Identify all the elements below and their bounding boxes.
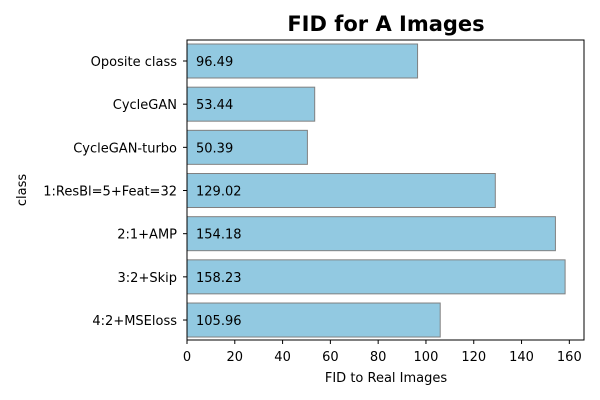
x-tick-label-140: 140: [509, 350, 534, 365]
y-tick-label-cyclegan-turbo: CycleGAN-turbo: [73, 141, 177, 156]
bar-cyclegan: [186, 86, 316, 122]
data-label-oposite-class: 96.49: [196, 55, 233, 70]
data-label-1-resbl-5-feat-32: 129.02: [196, 185, 242, 200]
x-tick-label-160: 160: [557, 350, 582, 365]
x-tick-label-20: 20: [227, 350, 244, 365]
bar-oposite-class: [186, 43, 419, 79]
plot-frame: [186, 39, 585, 341]
y-axis-label: class: [15, 174, 30, 206]
y-tick-label-oposite-class: Oposite class: [91, 55, 178, 70]
x-axis-ticks: 0 20 40 60 80 100 120 140 160: [183, 340, 582, 365]
bar-4-2-mseloss: [186, 302, 441, 338]
data-label-cyclegan: 53.44: [196, 98, 233, 113]
y-axis-ticks: Oposite class CycleGAN CycleGAN-turbo 1:Res…: [43, 55, 187, 329]
data-label-2-1-amp: 154.18: [196, 228, 242, 243]
chart-title: FID for A Images: [287, 12, 484, 36]
x-tick-label-120: 120: [461, 350, 486, 365]
x-tick-label-0: 0: [183, 350, 191, 365]
data-label-4-2-mseloss: 105.96: [196, 314, 242, 329]
data-label-cyclegan-turbo: 50.39: [196, 141, 233, 156]
y-tick-label-cyclegan: CycleGAN: [113, 98, 177, 113]
data-label-3-2-skip: 158.23: [196, 271, 242, 286]
x-tick-label-80: 80: [370, 350, 387, 365]
bar-1-resbl-5-feat-32: [186, 173, 496, 209]
bar-cyclegan-turbo: [186, 129, 308, 165]
bar-2-1-amp: [186, 216, 556, 252]
y-tick-label-1-resbl-5-feat-32: 1:ResBl=5+Feat=32: [43, 185, 177, 200]
x-tick-label-60: 60: [322, 350, 339, 365]
data-labels-layer: 96.49 53.44 50.39 129.02 154.18 158.23 105.96: [196, 55, 242, 329]
bars-layer: [186, 43, 566, 338]
y-tick-label-2-1-amp: 2:1+AMP: [117, 228, 177, 243]
bar-3-2-skip: [186, 259, 566, 295]
y-tick-label-4-2-mseloss: 4:2+MSEloss: [92, 314, 177, 329]
y-tick-label-3-2-skip: 3:2+Skip: [118, 271, 177, 286]
x-axis-label: FID to Real Images: [325, 371, 448, 386]
x-tick-label-40: 40: [274, 350, 291, 365]
x-tick-label-100: 100: [414, 350, 439, 365]
